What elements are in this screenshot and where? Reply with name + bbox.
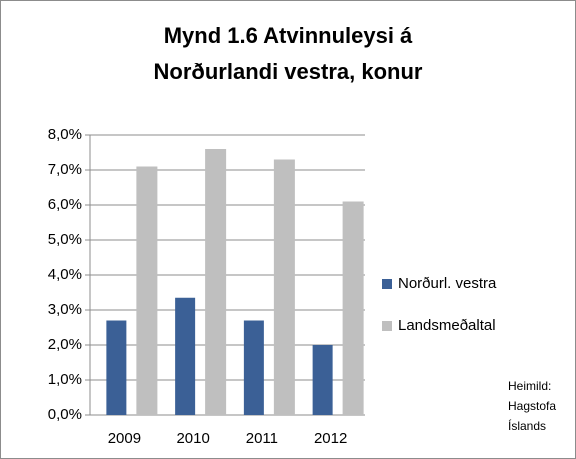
y-tick-label: 6,0%: [48, 196, 82, 213]
y-tick-label: 8,0%: [48, 126, 82, 143]
chart-title: Mynd 1.6 Atvinnuleysi á: [164, 23, 413, 48]
y-tick-label: 1,0%: [48, 371, 82, 388]
bar: [175, 297, 196, 415]
legend-label: Landsmeðaltal: [398, 317, 496, 334]
legend-swatch: [382, 321, 392, 331]
bar: [205, 149, 227, 415]
chart-title: Norðurlandi vestra, konur: [154, 59, 423, 84]
bar: [273, 159, 295, 415]
bar: [342, 201, 364, 415]
legend-swatch: [382, 279, 392, 289]
y-tick-label: 7,0%: [48, 161, 82, 178]
x-tick-label: 2011: [246, 430, 278, 447]
y-tick-label: 5,0%: [48, 231, 82, 248]
x-tick-label: 2012: [314, 430, 347, 447]
y-tick-label: 4,0%: [48, 266, 82, 283]
source-note: Heimild:: [508, 379, 551, 393]
x-tick-label: 2010: [176, 430, 209, 447]
y-tick-label: 2,0%: [48, 336, 82, 353]
bar: [136, 166, 158, 415]
bar: [243, 320, 264, 415]
bar: [106, 320, 127, 415]
source-note: Íslands: [508, 418, 546, 433]
y-tick-label: 3,0%: [48, 301, 82, 318]
x-tick-label: 2009: [108, 430, 141, 447]
legend-label: Norðurl. vestra: [398, 275, 497, 292]
source-note: Hagstofa: [508, 399, 556, 413]
bar: [312, 345, 333, 415]
y-tick-label: 0,0%: [48, 406, 82, 423]
